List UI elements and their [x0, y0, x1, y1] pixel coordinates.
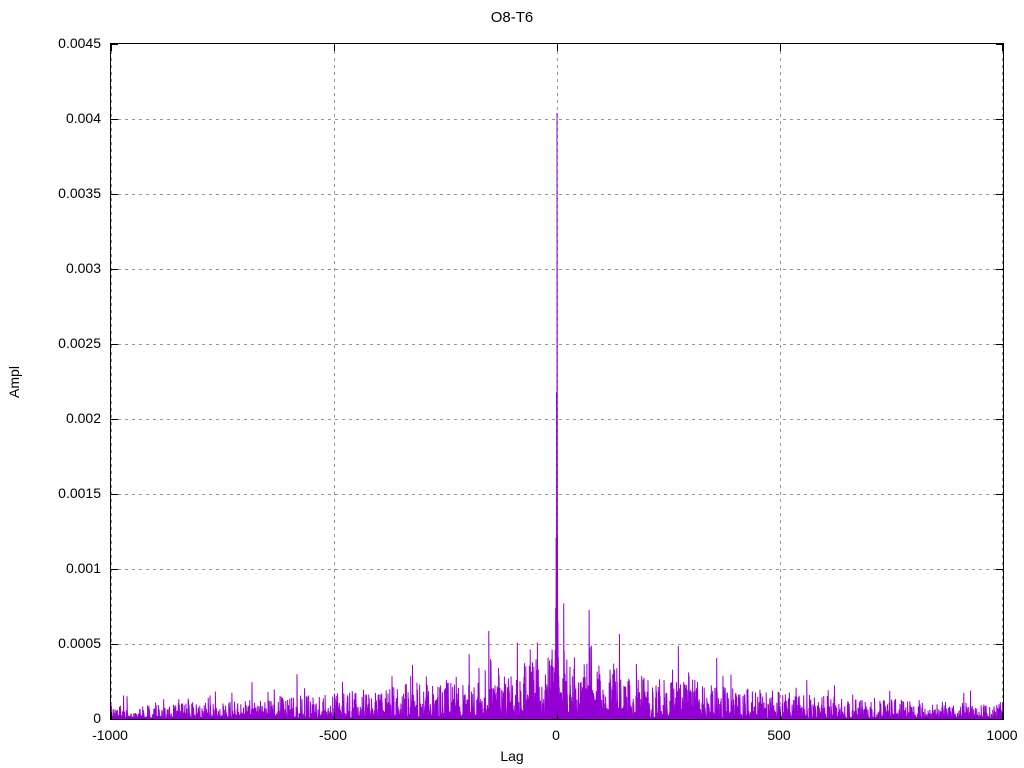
- y-tick-label: 0.0035: [58, 185, 101, 201]
- y-tick-label: 0.0045: [58, 35, 101, 51]
- data-series-line: [111, 112, 1003, 719]
- y-tick-label: 0: [93, 710, 101, 726]
- plot-area: [110, 43, 1004, 720]
- y-tick-label: 0.004: [65, 110, 101, 126]
- page-title: O8-T6: [490, 9, 534, 26]
- y-tick-label: 0.0005: [58, 635, 101, 651]
- x-axis-title: Lag: [500, 748, 524, 764]
- y-tick-label: 0.0015: [58, 485, 101, 501]
- x-tick-label: 0: [552, 727, 560, 743]
- plot-inner: [111, 44, 1003, 719]
- x-tick-label: -500: [318, 727, 348, 743]
- x-tick-label: -1000: [92, 727, 128, 743]
- y-axis-title: Ampl: [6, 366, 22, 398]
- x-tick-label: 500: [767, 727, 791, 743]
- x-tick-label: 1000: [986, 727, 1018, 743]
- y-tick-label: 0.003: [65, 260, 101, 276]
- y-tick-label: 0.002: [65, 410, 101, 426]
- y-tick-label: 0.0025: [58, 335, 101, 351]
- y-axis-tick-labels: 0.0045 0.004 0.0035 0.003 0.0025 0.002 0…: [0, 0, 101, 768]
- y-tick-label: 0.001: [65, 560, 101, 576]
- axis-tick-marks: [111, 44, 1003, 719]
- grid-lines: [111, 44, 1003, 719]
